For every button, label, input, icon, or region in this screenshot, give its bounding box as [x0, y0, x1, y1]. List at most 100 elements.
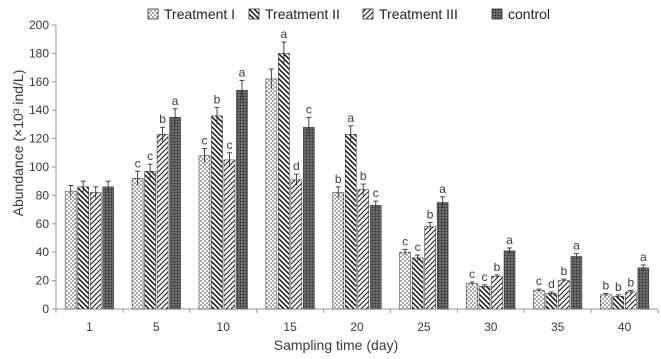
error-bar: [548, 291, 554, 295]
error-bar: [226, 152, 232, 167]
bar: [491, 276, 503, 310]
bar: [77, 186, 89, 310]
bar: [223, 159, 236, 310]
error-bar: [268, 68, 274, 89]
error-bar: [348, 125, 354, 143]
significance-letter: b: [615, 280, 622, 294]
significance-letter: b: [214, 92, 221, 106]
significance-letter: c: [135, 156, 141, 170]
error-bar: [68, 185, 74, 197]
bar: [211, 115, 223, 310]
error-bar: [402, 248, 408, 256]
error-bar: [507, 247, 513, 254]
bar: [236, 90, 248, 310]
bar: [278, 53, 290, 310]
error-bar: [160, 126, 166, 142]
x-tick-label: 15: [283, 320, 297, 334]
error-bar: [80, 180, 86, 193]
bar: [156, 134, 169, 310]
bar: [198, 155, 211, 310]
significance-letter: b: [427, 207, 434, 221]
error-bar: [239, 79, 245, 101]
bar: [424, 226, 436, 310]
bar: [503, 250, 516, 310]
error-bar: [628, 290, 634, 294]
legend-swatch: [248, 8, 260, 20]
bar: [436, 202, 449, 310]
bar: [290, 179, 303, 310]
error-bar: [536, 288, 542, 292]
x-tick-label: 25: [417, 320, 431, 334]
significance-letter: b: [561, 264, 568, 278]
legend-label: control: [508, 6, 550, 22]
error-bars: [68, 41, 646, 298]
y-tick-label: 160: [29, 75, 49, 89]
x-tick-label: 30: [484, 320, 498, 334]
bar: [303, 126, 315, 310]
legend-item: Treatment III: [362, 6, 458, 22]
bar: [344, 134, 357, 310]
significance-letter: b: [494, 260, 501, 274]
bar: [332, 192, 345, 310]
error-bar: [427, 221, 433, 231]
error-bar: [615, 294, 621, 298]
error-bar: [135, 170, 141, 186]
x-axis-title: Sampling time (day): [274, 337, 399, 353]
significance-letter: c: [482, 270, 488, 284]
error-bar: [306, 116, 312, 138]
significance-letter: c: [415, 240, 421, 254]
error-bar: [360, 183, 366, 196]
legend-swatch: [491, 8, 503, 20]
bar: [558, 280, 570, 310]
significance-letter: d: [293, 159, 300, 173]
error-bar: [172, 108, 178, 126]
bar: [612, 295, 625, 310]
y-tick-label: 180: [29, 46, 49, 60]
error-bar: [201, 148, 207, 163]
significance-letter: c: [306, 102, 312, 116]
significance-letter: a: [281, 27, 288, 41]
bar: [265, 78, 278, 310]
legend-swatch: [362, 8, 374, 20]
legend-item: Treatment I: [147, 6, 235, 22]
x-tick-label: 1: [86, 320, 93, 334]
error-bar: [573, 253, 579, 260]
y-tick-label: 0: [42, 302, 49, 316]
bar: [102, 186, 114, 310]
y-axis-title: Abundance (×10³ ind/L): [10, 70, 26, 217]
significance-letter: b: [360, 169, 367, 183]
y-tick-label: 200: [29, 18, 49, 32]
bar: [570, 256, 583, 310]
error-bar: [373, 200, 379, 210]
significance-letter: d: [548, 277, 555, 291]
error-bar: [494, 274, 500, 278]
significance-letter: a: [506, 233, 513, 247]
significance-letter: c: [402, 234, 408, 248]
bar: [357, 189, 370, 310]
error-bar: [105, 180, 111, 193]
y-tick-label: 100: [29, 160, 49, 174]
y-tick-label: 140: [29, 103, 49, 117]
bar: [466, 283, 478, 310]
error-bar: [281, 41, 287, 65]
y-tick-label: 20: [36, 274, 50, 288]
significance-letter: a: [573, 239, 580, 253]
bars: [64, 53, 650, 310]
significance-letter: c: [469, 267, 475, 281]
error-bar: [293, 173, 299, 186]
error-bar: [335, 186, 341, 199]
error-bar: [93, 186, 99, 199]
legend-swatch: [147, 8, 159, 20]
bar: [478, 285, 491, 310]
error-bar: [603, 292, 609, 297]
error-bar: [469, 281, 475, 285]
bar: [169, 117, 181, 310]
legend-label: Treatment II: [265, 6, 340, 22]
significance-letter: b: [159, 112, 166, 126]
bar: [64, 190, 77, 310]
error-bar: [482, 284, 488, 288]
bar: [399, 251, 411, 310]
significance-letter: a: [239, 65, 246, 79]
significance-letter: c: [226, 138, 232, 152]
